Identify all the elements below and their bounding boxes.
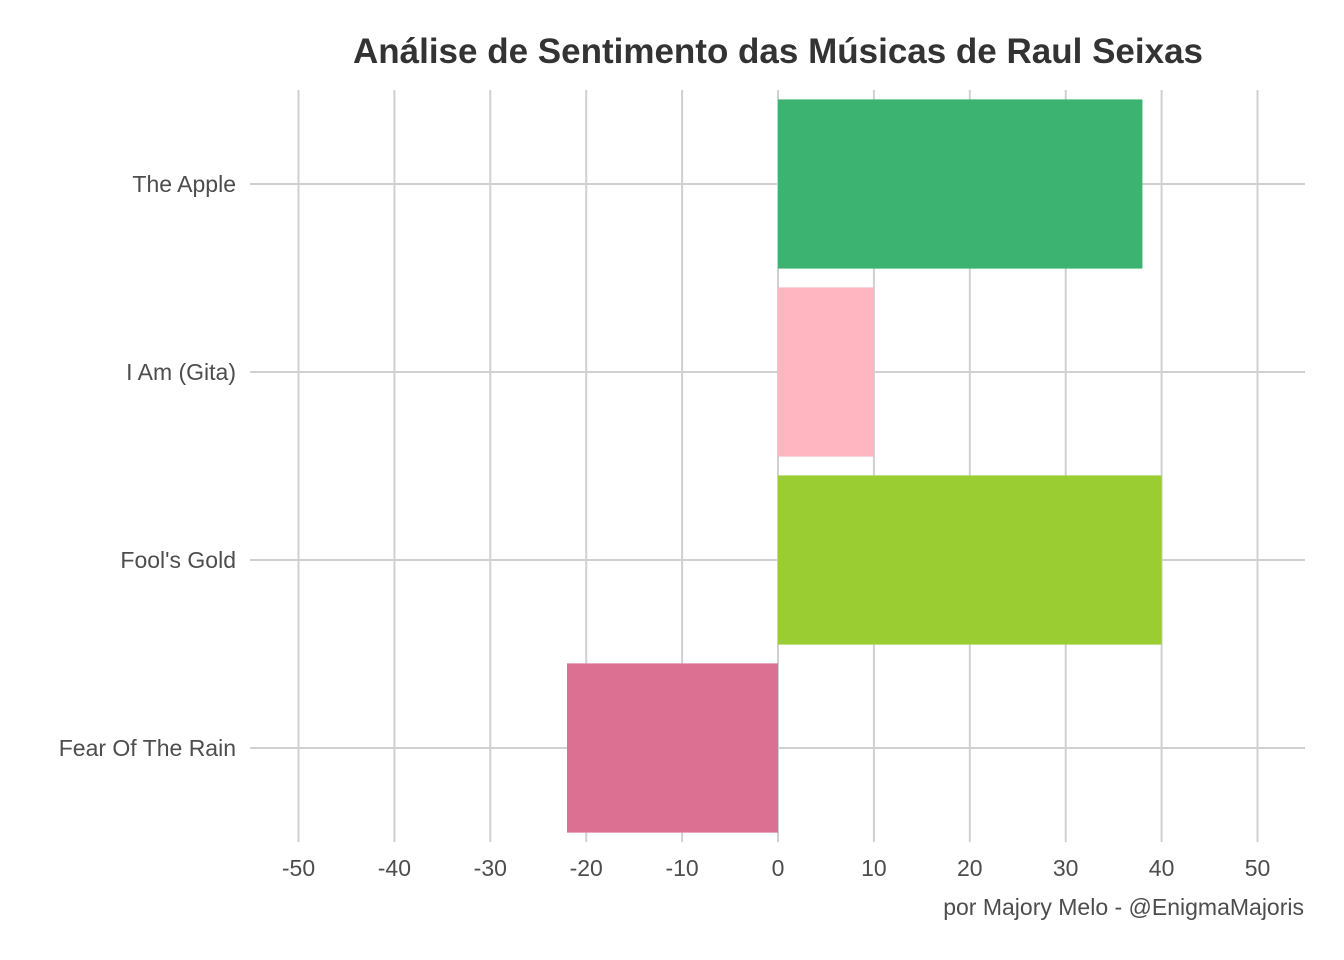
bar-the-apple xyxy=(778,99,1143,269)
y-tick-label: Fear Of The Rain xyxy=(59,735,236,761)
bar-fear-of-the-rain xyxy=(567,663,778,833)
x-tick-label: 0 xyxy=(772,855,785,881)
chart-title: Análise de Sentimento das Músicas de Rau… xyxy=(352,32,1204,71)
y-tick-label: I Am (Gita) xyxy=(126,359,236,385)
y-tick-label: Fool's Gold xyxy=(120,547,236,573)
x-tick-label: 20 xyxy=(957,855,983,881)
x-tick-label: 30 xyxy=(1053,855,1079,881)
bar-fool-s-gold xyxy=(778,475,1162,645)
x-tick-label: -30 xyxy=(474,855,507,881)
chart-caption: por Majory Melo - @EnigmaMajoris xyxy=(943,894,1304,920)
x-tick-label: -10 xyxy=(665,855,698,881)
x-tick-label: 50 xyxy=(1245,855,1271,881)
bar-i-am-gita xyxy=(778,287,874,457)
x-tick-label: -20 xyxy=(570,855,603,881)
y-tick-label: The Apple xyxy=(132,171,236,197)
x-tick-label: -50 xyxy=(282,855,315,881)
x-tick-label: -40 xyxy=(378,855,411,881)
x-tick-label: 40 xyxy=(1149,855,1175,881)
x-tick-label: 10 xyxy=(861,855,887,881)
